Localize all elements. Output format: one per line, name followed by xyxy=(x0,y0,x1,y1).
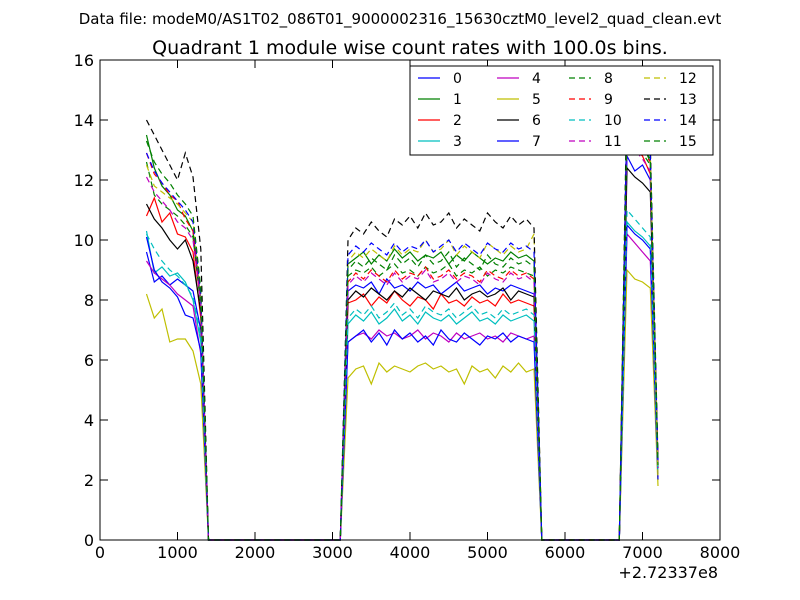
legend-label-12: 12 xyxy=(679,71,697,87)
y-tick-label: 4 xyxy=(84,411,94,430)
y-tick-label: 14 xyxy=(74,111,94,130)
data-file-suptitle: Data file: modeM0/AS1T02_086T01_90000023… xyxy=(79,10,722,29)
ticks-layer: 0 1000 2000 3000 4000 5000 6000 7000 80000246810… xyxy=(74,51,741,562)
legend-label-2: 2 xyxy=(453,113,462,129)
x-tick-label: 8000 xyxy=(700,543,741,562)
legend-label-9: 9 xyxy=(604,92,613,108)
legend-label-13: 13 xyxy=(679,92,697,108)
legend-label-14: 14 xyxy=(679,113,697,129)
y-tick-label: 6 xyxy=(84,351,94,370)
x-tick-label: 7000 xyxy=(622,543,663,562)
y-tick-label: 16 xyxy=(74,51,94,70)
x-tick-label: 5000 xyxy=(467,543,508,562)
series-line-9 xyxy=(145,113,659,541)
y-tick-label: 2 xyxy=(84,471,94,490)
series-line-14 xyxy=(145,107,659,541)
series-line-6 xyxy=(145,166,659,541)
series-line-5 xyxy=(145,268,659,541)
legend-label-4: 4 xyxy=(532,71,541,87)
x-tick-label: 1000 xyxy=(157,543,198,562)
y-tick-label: 8 xyxy=(84,291,94,310)
y-tick-label: 10 xyxy=(74,231,94,250)
x-tick-label: 4000 xyxy=(390,543,431,562)
x-tick-label: 3000 xyxy=(312,543,353,562)
series-line-10 xyxy=(145,208,659,541)
y-tick-label: 0 xyxy=(84,531,94,550)
series-line-3 xyxy=(145,220,659,541)
legend-label-15: 15 xyxy=(679,134,697,150)
series-line-1 xyxy=(145,110,659,541)
legend-label-1: 1 xyxy=(453,92,462,108)
legend-label-0: 0 xyxy=(453,71,462,87)
x-tick-label: 2000 xyxy=(235,543,276,562)
legend-label-11: 11 xyxy=(604,134,622,150)
series-line-8 xyxy=(145,125,659,541)
series-line-2 xyxy=(145,131,659,541)
series-line-4 xyxy=(145,232,659,541)
y-tick-label: 12 xyxy=(74,171,94,190)
legend-label-7: 7 xyxy=(532,134,541,150)
x-offset-label: +2.72337e8 xyxy=(618,563,718,582)
legend-label-5: 5 xyxy=(532,92,541,108)
series-line-11 xyxy=(145,134,659,541)
legend-label-6: 6 xyxy=(532,113,541,129)
chart-title: Quadrant 1 module wise count rates with … xyxy=(152,37,668,59)
series-line-0 xyxy=(145,155,659,541)
x-tick-label: 0 xyxy=(95,543,105,562)
legend-label-8: 8 xyxy=(604,71,613,87)
x-tick-label: 6000 xyxy=(545,543,586,562)
series-line-15 xyxy=(145,119,659,541)
legend-label-10: 10 xyxy=(604,113,622,129)
legend-label-3: 3 xyxy=(453,134,462,150)
legend-box xyxy=(409,65,714,156)
